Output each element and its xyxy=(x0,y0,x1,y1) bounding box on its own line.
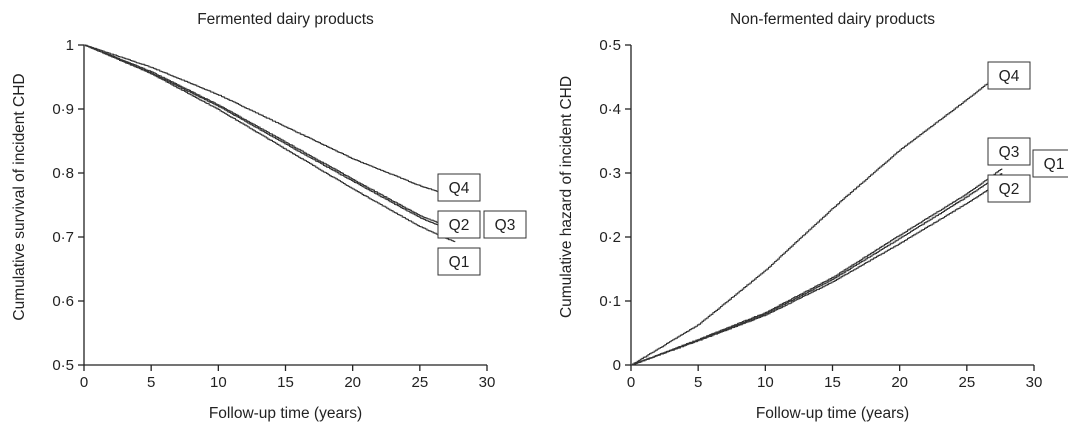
y-tick-label: 0·8 xyxy=(52,165,74,182)
series-label: Q3 xyxy=(495,217,516,234)
x-axis-title: Follow-up time (years) xyxy=(209,405,362,422)
x-tick-label: 20 xyxy=(891,374,908,391)
x-tick-label: 15 xyxy=(277,374,294,391)
y-tick-label: 0·3 xyxy=(599,165,621,182)
y-tick-label: 0·2 xyxy=(599,229,621,246)
y-tick-label: 0·5 xyxy=(52,357,74,374)
x-tick-label: 25 xyxy=(958,374,975,391)
series-line-q2 xyxy=(631,180,1003,366)
series-label-box xyxy=(437,210,481,239)
chart-title: Fermented dairy products xyxy=(197,11,374,28)
y-tick-label: 0·7 xyxy=(52,229,74,246)
x-tick-label: 10 xyxy=(210,374,227,391)
y-tick-label: 0·5 xyxy=(599,37,621,54)
series-line-q1 xyxy=(84,44,456,243)
series-label-box xyxy=(437,247,481,276)
x-tick-label: 30 xyxy=(1026,374,1043,391)
x-tick-label: 5 xyxy=(147,374,155,391)
series-label-box xyxy=(483,210,527,239)
y-tick-label: 0 xyxy=(613,357,621,374)
series-line-q3 xyxy=(631,168,1003,366)
series-label: Q4 xyxy=(999,68,1020,85)
x-tick-label: 5 xyxy=(694,374,702,391)
series-line-q4 xyxy=(631,71,1003,366)
series-line-q3 xyxy=(84,44,456,230)
series-label-box xyxy=(987,174,1031,203)
y-tick-label: 0·4 xyxy=(599,101,621,118)
series-label: Q1 xyxy=(1044,156,1065,173)
x-tick-label: 25 xyxy=(411,374,428,391)
series-label-box xyxy=(437,173,481,202)
series-label: Q2 xyxy=(999,181,1020,198)
y-axis-title: Cumulative hazard of incident CHD xyxy=(558,76,575,318)
chart-panel-1: Fermented dairy products 0 5 10 15 20 25 30 0·5 0… xyxy=(11,11,527,422)
series-label: Q2 xyxy=(449,217,470,234)
x-axis-title: Follow-up time (years) xyxy=(756,405,909,422)
series-label-box xyxy=(987,137,1031,166)
y-axis-title: Cumulative survival of incident CHD xyxy=(11,73,28,320)
series-label: Q4 xyxy=(449,180,470,197)
y-tick-label: 1 xyxy=(66,37,74,54)
x-tick-label: 15 xyxy=(824,374,841,391)
y-tick-label: 0·9 xyxy=(52,101,74,118)
chart-panel-2: Non-fermented dairy products 0 5 10 15 20 25 30… xyxy=(558,11,1068,422)
chart-title: Non-fermented dairy products xyxy=(730,11,935,28)
x-tick-label: 20 xyxy=(344,374,361,391)
series-label: Q3 xyxy=(999,144,1020,161)
series-line-q4 xyxy=(84,44,456,198)
series-label: Q1 xyxy=(449,254,470,271)
y-tick-label: 0·1 xyxy=(599,293,621,310)
x-tick-label: 0 xyxy=(80,374,88,391)
series-label-box xyxy=(987,61,1031,90)
x-tick-label: 0 xyxy=(627,374,635,391)
x-tick-label: 30 xyxy=(479,374,496,391)
series-line-q1 xyxy=(631,173,1003,366)
series-label-box xyxy=(1032,149,1068,178)
x-tick-label: 10 xyxy=(757,374,774,391)
y-tick-label: 0·6 xyxy=(52,293,74,310)
